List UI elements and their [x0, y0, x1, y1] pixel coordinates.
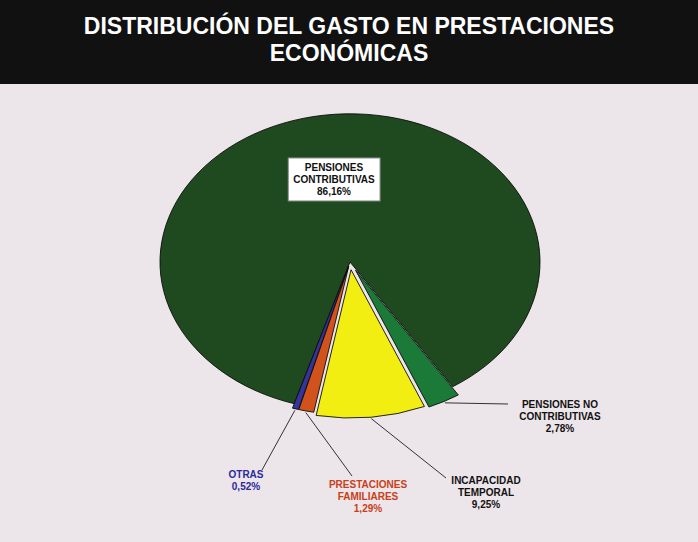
leader-line: [306, 413, 352, 476]
slice-label: INCAPACIDADTEMPORAL9,25%: [451, 475, 520, 510]
value-label: 1,29%: [354, 503, 382, 514]
slice-label: PENSIONES NOCONTRIBUTIVAS2,78%: [519, 399, 601, 434]
category-label: OTRAS: [229, 469, 264, 480]
slice: [316, 270, 424, 418]
chart: DISTRIBUCIÓN DEL GASTO EN PRESTACIONESEC…: [0, 0, 698, 542]
value-label: 9,25%: [472, 499, 500, 510]
label-box: [288, 158, 380, 201]
value-label: 0,52%: [232, 481, 260, 492]
category-label: PENSIONESCONTRIBUTIVAS: [293, 162, 375, 185]
category-label: PRESTACIONESFAMILIARES: [329, 479, 407, 502]
leader-line: [445, 403, 508, 404]
value-label: 2,78%: [546, 423, 574, 434]
leader-line: [262, 410, 295, 470]
leader-line: [371, 419, 446, 478]
pie: [160, 114, 540, 418]
slice-label: PRESTACIONESFAMILIARES1,29%: [329, 479, 407, 514]
title: DISTRIBUCIÓN DEL GASTO EN PRESTACIONESEC…: [84, 12, 614, 66]
category-label: INCAPACIDADTEMPORAL: [451, 475, 520, 498]
slice-label: PENSIONESCONTRIBUTIVAS86,16%: [288, 158, 380, 201]
background: [0, 0, 698, 542]
value-label: 86,16%: [317, 186, 351, 197]
slice-label: OTRAS0,52%: [229, 469, 264, 492]
title-banner: [0, 0, 698, 84]
category-label: PENSIONES NOCONTRIBUTIVAS: [519, 399, 601, 422]
slice: [292, 266, 348, 409]
